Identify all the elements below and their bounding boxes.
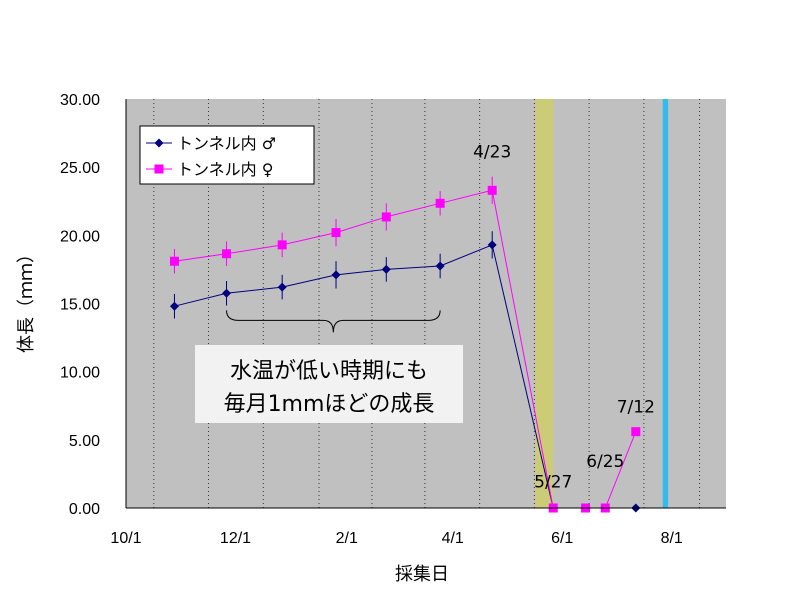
legend-female-label: トンネル内 ♀ [177, 160, 274, 179]
band-0 [535, 99, 554, 508]
legend-female-marker [154, 164, 164, 174]
y-tick-label: 0.00 [69, 501, 100, 518]
data-point [435, 198, 445, 208]
x-tick-label: 6/1 [551, 530, 573, 547]
legend-male-marker [154, 138, 164, 148]
annotation-label: 7/12 [617, 398, 655, 418]
y-axis-title: 体長（ｍｍ） [16, 245, 37, 353]
annotation-label: 6/25 [586, 452, 624, 472]
data-point [381, 264, 391, 274]
highlight-bands [535, 99, 669, 508]
x-tick-label: 8/1 [661, 530, 683, 547]
data-point [222, 249, 232, 259]
data-point [331, 270, 341, 280]
annotation-label: 5/27 [534, 473, 572, 493]
y-tick-label: 10.00 [60, 365, 100, 382]
data-point [381, 212, 391, 222]
axes [125, 99, 726, 509]
note-line-1: 水温が低い時期にも [230, 359, 428, 384]
y-tick-labels: 0.00 5.00 10.00 15.00 20.00 25.00 30.00 [60, 92, 100, 518]
note-line-2: 毎月1mmほどの成長 [224, 392, 435, 417]
date-annotations: 4/23 5/27 6/25 7/12 [473, 143, 655, 493]
legend-male-label: トンネル内 ♂ [177, 134, 276, 153]
data-point [435, 261, 445, 271]
data-point [487, 185, 497, 195]
y-tick-label: 20.00 [60, 228, 100, 245]
x-tick-label: 4/1 [442, 530, 464, 547]
annotation-label: 4/23 [473, 143, 511, 163]
x-tick-labels: 10/1 12/1 2/1 4/1 6/1 8/1 [110, 530, 682, 547]
data-point [277, 282, 287, 292]
data-point [222, 288, 232, 298]
legend-box [139, 125, 315, 185]
y-tick-label: 5.00 [69, 433, 100, 450]
x-tick-label: 10/1 [110, 530, 141, 547]
data-point [169, 256, 179, 266]
y-tick-label: 15.00 [60, 297, 100, 314]
data-point [331, 228, 341, 238]
note-background [195, 345, 463, 423]
data-point [631, 427, 641, 437]
legend: トンネル内 ♂ トンネル内 ♀ [139, 125, 315, 185]
x-axis-title: 採集日 [395, 564, 449, 585]
note-box: 水温が低い時期にも 毎月1mmほどの成長 [195, 345, 463, 423]
data-point [487, 240, 497, 250]
data-point [169, 301, 179, 311]
data-point [277, 240, 287, 250]
band-1 [662, 99, 669, 508]
y-tick-label: 30.00 [60, 92, 100, 109]
x-tick-label: 12/1 [220, 530, 251, 547]
x-tick-label: 2/1 [336, 530, 358, 547]
y-tick-label: 25.00 [60, 160, 100, 177]
